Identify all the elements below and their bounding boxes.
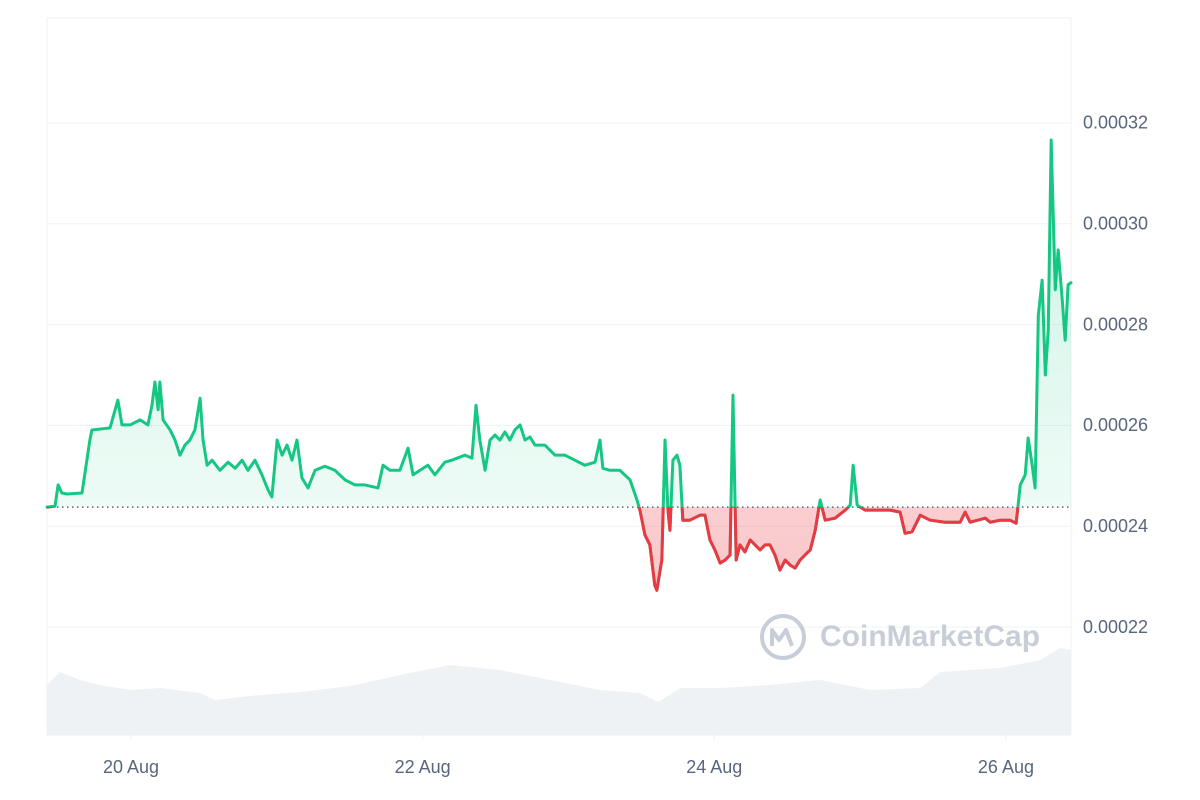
x-tick-label: 22 Aug: [395, 757, 451, 777]
watermark-logo-mark: [770, 628, 794, 647]
plot-frame: [46, 17, 1072, 736]
watermark-text: CoinMarketCap: [820, 620, 1040, 653]
watermark: CoinMarketCap: [760, 614, 1040, 660]
y-tick-label: 0.00024: [1083, 516, 1148, 536]
x-tick-label: 26 Aug: [978, 757, 1034, 777]
y-tick-label: 0.00028: [1083, 314, 1148, 334]
x-tick-label: 24 Aug: [686, 757, 742, 777]
volume-area: [47, 648, 1071, 735]
y-tick-label: 0.00026: [1083, 415, 1148, 435]
y-tick-label: 0.00022: [1083, 617, 1148, 637]
y-tick-label: 0.00032: [1083, 113, 1148, 133]
area-up: [47, 140, 1071, 508]
watermark-logo: [760, 614, 806, 660]
x-tick-label: 20 Aug: [103, 757, 159, 777]
y-tick-label: 0.00030: [1083, 213, 1148, 233]
